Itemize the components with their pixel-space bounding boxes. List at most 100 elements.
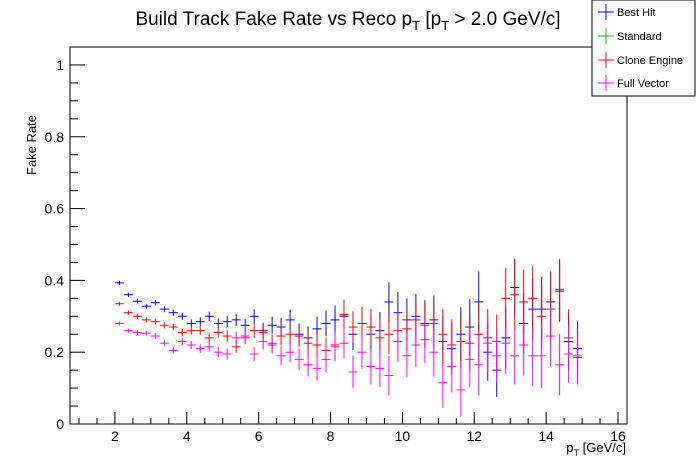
data-point-best-hit — [330, 305, 340, 335]
data-point-full-vector — [429, 327, 439, 377]
data-point-full-vector — [555, 334, 565, 396]
x-tick-label: 8 — [327, 428, 335, 444]
data-point-full-vector — [375, 349, 385, 388]
y-tick-label: 0 — [56, 416, 64, 432]
data-point-clone-engine — [384, 314, 394, 354]
data-point-best-hit — [321, 310, 331, 337]
data-point-clone-engine — [312, 332, 322, 358]
data-point-clone-engine — [141, 317, 151, 323]
data-point-full-vector — [501, 312, 511, 374]
legend-entry-clone-engine: Clone Engine — [598, 52, 683, 68]
legend-entry-full-vector: Full Vector — [598, 75, 669, 91]
data-point-best-hit — [213, 318, 223, 329]
legend-entry-best-hit: Best Hit — [598, 4, 656, 20]
data-point-full-vector — [231, 331, 241, 344]
data-point-full-vector — [321, 346, 331, 373]
data-markers — [114, 258, 583, 417]
data-point-full-vector — [438, 357, 448, 408]
data-point-clone-engine — [150, 318, 160, 325]
data-point-best-hit — [132, 298, 142, 304]
data-point-clone-engine — [123, 310, 133, 315]
data-point-full-vector — [393, 320, 403, 363]
data-point-full-vector — [177, 337, 187, 346]
data-point-full-vector — [510, 327, 520, 385]
legend-label: Full Vector — [617, 78, 669, 90]
data-point-full-vector — [267, 336, 277, 354]
data-point-clone-engine — [213, 327, 223, 338]
legend-label: Clone Engine — [617, 55, 683, 67]
data-point-clone-engine — [132, 313, 142, 319]
x-tick-label: 16 — [610, 428, 626, 444]
x-tick-label: 2 — [111, 428, 119, 444]
data-point-full-vector — [195, 344, 205, 353]
data-point-clone-engine — [249, 323, 259, 338]
data-point-clone-engine — [528, 266, 538, 331]
data-point-full-vector — [312, 356, 322, 381]
data-point-full-vector — [303, 353, 313, 377]
data-point-clone-engine — [348, 311, 358, 343]
data-point-best-hit — [168, 309, 178, 316]
x-tick-label: 4 — [183, 428, 191, 444]
data-point-best-hit — [222, 315, 232, 328]
data-point-clone-engine — [168, 323, 178, 331]
data-point-full-vector — [573, 328, 583, 383]
data-point-full-vector — [249, 346, 259, 362]
y-tick-label: 0.8 — [45, 129, 65, 145]
legend-box — [591, 0, 696, 97]
data-point-clone-engine — [285, 324, 295, 345]
data-point-clone-engine — [159, 322, 169, 329]
x-axis: 2 4 6 8 10 12 14 16 — [78, 412, 626, 444]
x-tick-label: 14 — [538, 428, 554, 444]
data-point-full-vector — [528, 325, 538, 387]
data-point-clone-engine — [510, 258, 520, 331]
data-point-full-vector — [519, 314, 529, 376]
data-point-best-hit — [186, 319, 196, 328]
data-point-clone-engine — [456, 314, 466, 369]
x-axis-label: pT [GeV/c] — [566, 440, 626, 458]
data-point-clone-engine — [339, 299, 349, 330]
data-point-full-vector — [222, 348, 232, 360]
data-point-clone-engine — [114, 301, 124, 306]
data-point-best-hit — [159, 305, 169, 313]
data-point-full-vector — [483, 314, 493, 372]
data-point-clone-engine — [222, 330, 232, 342]
data-point-clone-engine — [357, 306, 367, 340]
legend: Best Hit Standard Clone Engine Full Vector — [591, 0, 696, 97]
y-tick-label: 0.4 — [45, 272, 65, 288]
data-point-full-vector — [114, 321, 124, 326]
data-point-clone-engine — [186, 326, 196, 335]
data-point-clone-engine — [366, 309, 376, 346]
data-point-full-vector — [357, 335, 367, 369]
data-point-full-vector — [492, 328, 502, 383]
x-tick-label: 12 — [466, 428, 482, 444]
data-point-full-vector — [186, 341, 196, 349]
data-point-best-hit — [150, 299, 160, 306]
data-point-clone-engine — [303, 331, 313, 355]
data-point-clone-engine — [177, 328, 187, 337]
x-tick-label: 10 — [395, 428, 411, 444]
data-point-full-vector — [159, 339, 169, 347]
data-point-full-vector — [546, 305, 556, 367]
data-point-full-vector — [240, 329, 250, 343]
data-point-best-hit — [114, 280, 124, 286]
legend-label: Best Hit — [617, 7, 656, 19]
data-point-clone-engine — [195, 326, 205, 335]
data-point-full-vector — [294, 348, 304, 371]
data-point-full-vector — [141, 330, 151, 336]
data-point-full-vector — [456, 362, 466, 417]
data-point-full-vector — [348, 356, 358, 388]
data-point-best-hit — [141, 303, 151, 309]
data-point-best-hit — [195, 317, 205, 326]
legend-label: Standard — [617, 31, 662, 43]
data-point-full-vector — [168, 347, 178, 354]
data-point-best-hit — [249, 309, 259, 324]
plot-frame — [69, 46, 628, 425]
data-point-clone-engine — [555, 258, 565, 320]
data-point-clone-engine — [294, 325, 304, 347]
data-point-full-vector — [285, 342, 295, 363]
chart-title: Build Track Fake Rate vs Reco pT [pT > 2… — [135, 9, 560, 33]
data-point-best-hit — [204, 311, 214, 321]
data-point-full-vector — [258, 333, 268, 350]
data-point-best-hit — [123, 292, 133, 297]
